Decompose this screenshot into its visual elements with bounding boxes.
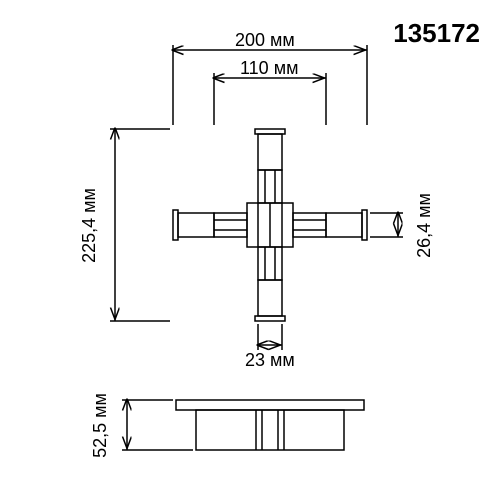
dim-arm-thickness-h: 26,4 мм (414, 193, 435, 258)
dim-height-outer: 225,4 мм (79, 188, 100, 263)
dim-arm-thickness-v: 23 мм (245, 350, 295, 371)
dim-width-inner: 110 мм (240, 58, 298, 79)
product-code: 135172 (393, 18, 480, 49)
dim-width-outer: 200 мм (235, 30, 295, 51)
dim-side-height: 52,5 мм (90, 393, 111, 458)
